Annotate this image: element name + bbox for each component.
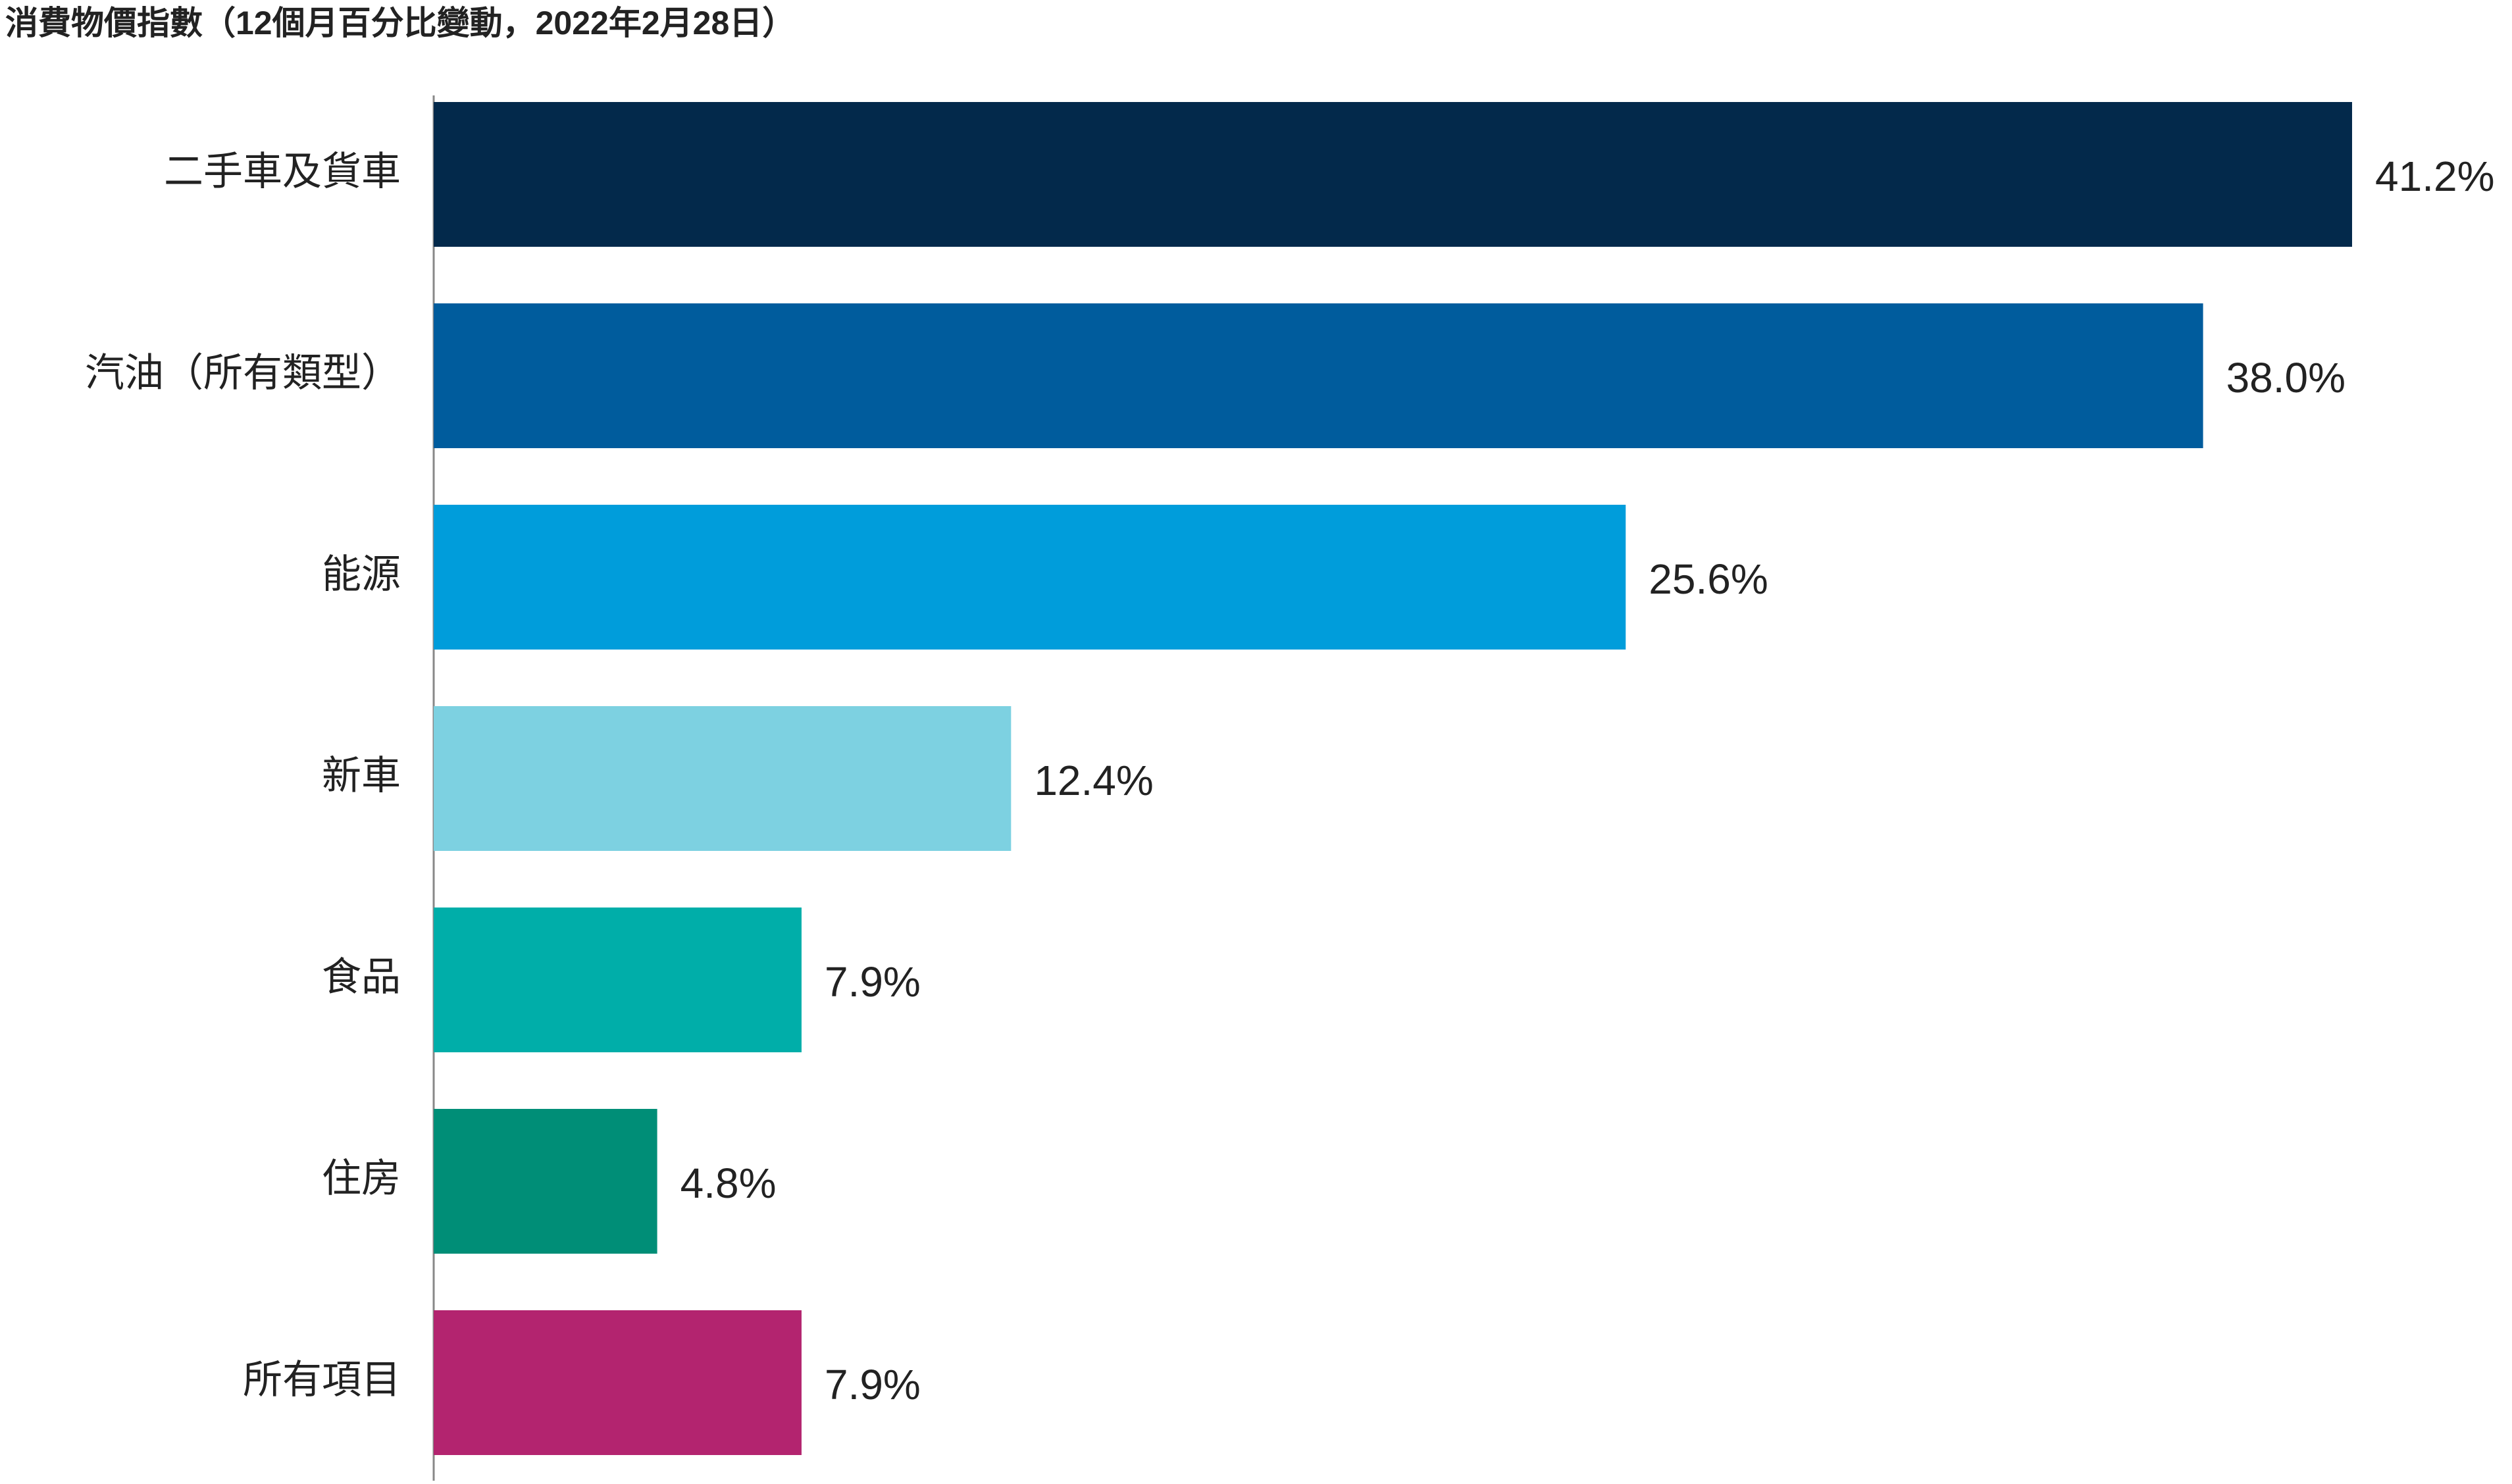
bar-2	[434, 505, 1626, 650]
category-label-0: 二手車及貨車	[164, 149, 401, 193]
category-label-6: 所有項目	[243, 1358, 401, 1402]
value-label-2: 25.6%	[1649, 555, 1768, 603]
bar-3	[434, 706, 1012, 851]
bar-5	[434, 1109, 657, 1254]
value-label-1: 38.0%	[2226, 354, 2345, 401]
value-label-4: 7.9%	[825, 958, 921, 1006]
value-label-3: 12.4%	[1034, 757, 1153, 804]
chart-title: 消費物價指數（12個月百分比變動，2022年2月28日）	[5, 5, 795, 41]
value-label-5: 4.8%	[680, 1160, 777, 1207]
value-label-0: 41.2%	[2375, 153, 2494, 200]
category-label-2: 能源	[322, 552, 401, 596]
category-label-3: 新車	[322, 754, 401, 798]
bar-0	[434, 102, 2352, 247]
bar-1	[434, 303, 2203, 448]
value-label-6: 7.9%	[825, 1361, 921, 1408]
bar-4	[434, 908, 802, 1052]
category-label-5: 住房	[322, 1156, 401, 1200]
category-label-4: 食品	[322, 955, 401, 999]
bars-group: 二手車及貨車 41.2% 汽油（所有類型） 38.0% 能源 25.6% 新車 12.4% 食品…	[85, 102, 2494, 1455]
bar-6	[434, 1310, 802, 1455]
category-label-1: 汽油（所有類型）	[85, 351, 401, 395]
